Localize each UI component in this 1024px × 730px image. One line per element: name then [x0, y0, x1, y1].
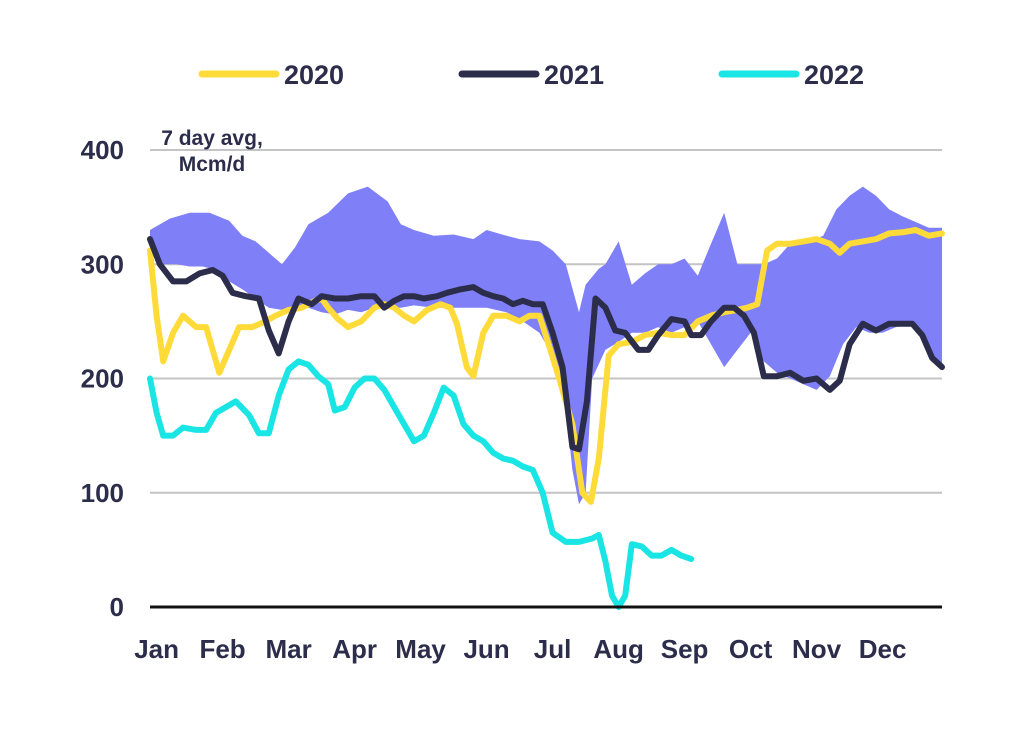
- legend-label-2022: 2022: [804, 60, 864, 90]
- series-line-2021: [147, 236, 945, 453]
- legend-item-2020: 2020: [198, 60, 344, 90]
- x-tick-label: Dec: [859, 634, 907, 664]
- x-tick-label: Sep: [661, 634, 709, 664]
- legend-item-2022: 2022: [718, 60, 864, 90]
- y-tick-label: 100: [81, 478, 124, 508]
- x-tick-label: Mar: [265, 634, 311, 664]
- x-tick-label: Feb: [199, 634, 245, 664]
- x-tick-label: Oct: [729, 634, 773, 664]
- x-tick-label: Aug: [593, 634, 644, 664]
- x-tick-label: May: [395, 634, 446, 664]
- x-tick-label: Apr: [332, 634, 377, 664]
- y-axis-unit-label-line1: 7 day avg,: [161, 127, 263, 150]
- legend-label-2020: 2020: [284, 60, 344, 90]
- y-tick-label: 200: [81, 364, 124, 394]
- legend: 2020 2021 2022: [198, 60, 864, 90]
- x-axis-ticks: Jan Feb Mar Apr May Jun Jul Aug Sep Oct Nov Dec: [134, 634, 906, 664]
- legend-item-2021: 2021: [458, 60, 604, 90]
- x-tick-label: Jul: [534, 634, 572, 664]
- x-tick-label: Jan: [134, 634, 179, 664]
- x-tick-label: Jun: [463, 634, 509, 664]
- range-band: [150, 186, 942, 505]
- y-tick-label: 0: [110, 592, 124, 622]
- series-lines: [147, 227, 945, 610]
- y-axis-unit-label-line2: Mcm/d: [179, 153, 246, 176]
- y-axis-ticks: 0 100 200 300 400: [81, 135, 124, 622]
- y-tick-label: 300: [81, 249, 124, 279]
- x-tick-label: Nov: [792, 634, 842, 664]
- legend-label-2021: 2021: [544, 60, 604, 90]
- y-tick-label: 400: [81, 135, 124, 165]
- series-line-2022: [147, 358, 695, 610]
